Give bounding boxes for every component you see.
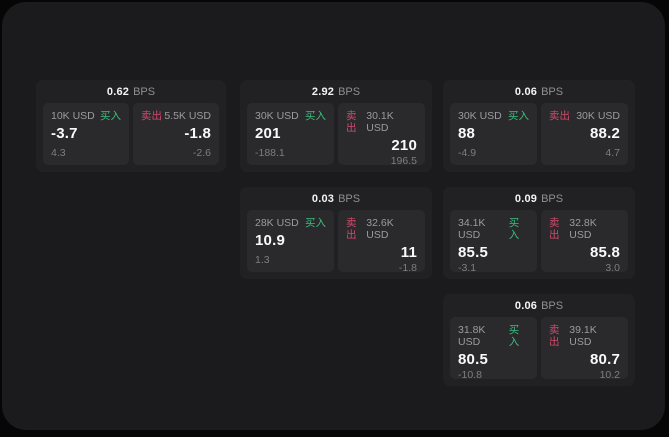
sell-badge: 卖出 [549,110,570,122]
bps-value: 0.62 [106,85,130,98]
sell-value: 80.7 [590,351,620,368]
buy-badge: 买入 [508,217,520,241]
bps-value: 2.92 [311,85,335,98]
sell-subvalue: 3.0 [605,262,620,274]
sell-panel[interactable]: 卖出 30K USD 88.2 4.7 [541,103,628,165]
quote-body: 10K USD 买入 -3.7 4.3 卖出 5.5K USD -1.8 -2.… [36,103,226,165]
sell-badge: 卖出 [549,217,560,241]
quote-body: 28K USD 买入 10.9 1.3 卖出 32.6K USD 11 -1.8 [240,210,432,274]
bps-label: BPS [133,85,156,98]
buy-badge: 买入 [508,110,529,122]
buy-value: 10.9 [255,232,285,249]
bps-header: 0.06 BPS [443,80,635,103]
buy-amount: 10K USD [51,110,95,122]
quote-card-6[interactable]: 0.06 BPS 31.8K USD 买入 80.5 -10.8 卖出 39.1… [443,294,635,386]
quote-card-4[interactable]: 0.03 BPS 28K USD 买入 10.9 1.3 卖出 32.6K US… [240,187,432,279]
bps-label: BPS [541,192,564,205]
bps-value: 0.03 [311,192,335,205]
buy-panel[interactable]: 30K USD 买入 201 -188.1 [247,103,334,165]
buy-panel[interactable]: 30K USD 买入 88 -4.9 [450,103,537,165]
buy-amount: 30K USD [255,110,299,122]
sell-value: -1.8 [184,125,211,142]
sell-value: 88.2 [590,125,620,142]
sell-badge: 卖出 [346,217,357,241]
buy-panel[interactable]: 31.8K USD 买入 80.5 -10.8 [450,317,537,381]
quote-body: 30K USD 买入 88 -4.9 卖出 30K USD 88.2 4.7 [443,103,635,165]
buy-subvalue: -188.1 [255,147,285,159]
sell-panel[interactable]: 卖出 32.8K USD 85.8 3.0 [541,210,628,274]
bps-value: 0.06 [514,85,538,98]
buy-subvalue: 1.3 [255,254,270,266]
buy-subvalue: -4.9 [458,147,477,159]
buy-subvalue: -3.1 [458,262,477,274]
buy-amount: 28K USD [255,217,299,229]
sell-panel[interactable]: 卖出 39.1K USD 80.7 10.2 [541,317,628,381]
sell-subvalue: 10.2 [599,369,620,381]
buy-value: 85.5 [458,244,488,261]
sell-amount: 30K USD [576,110,620,122]
bps-value: 0.09 [514,192,538,205]
quote-card-5[interactable]: 0.09 BPS 34.1K USD 买入 85.5 -3.1 卖出 32.8K… [443,187,635,279]
buy-badge: 买入 [305,110,326,122]
sell-amount: 32.6K USD [366,217,394,241]
buy-amount: 34.1K USD [458,217,486,241]
sell-badge: 卖出 [141,110,162,122]
quote-body: 31.8K USD 买入 80.5 -10.8 卖出 39.1K USD 80.… [443,317,635,381]
sell-amount: 30.1K USD [366,110,394,134]
buy-amount: 31.8K USD [458,324,486,348]
quote-card-3[interactable]: 0.06 BPS 30K USD 买入 88 -4.9 卖出 30K USD 8… [443,80,635,172]
bps-header: 0.62 BPS [36,80,226,103]
buy-value: 201 [255,125,281,142]
quote-body: 30K USD 买入 201 -188.1 卖出 30.1K USD 210 1… [240,103,432,167]
sell-amount: 5.5K USD [164,110,211,122]
bps-header: 0.06 BPS [443,294,635,317]
sell-value: 85.8 [590,244,620,261]
bps-label: BPS [541,299,564,312]
quote-body: 34.1K USD 买入 85.5 -3.1 卖出 32.8K USD 85.8… [443,210,635,274]
sell-subvalue: 4.7 [605,147,620,159]
bps-header: 2.92 BPS [240,80,432,103]
sell-panel[interactable]: 卖出 5.5K USD -1.8 -2.6 [133,103,219,165]
sell-panel[interactable]: 卖出 32.6K USD 11 -1.8 [338,210,425,274]
bps-header: 0.09 BPS [443,187,635,210]
quote-card-1[interactable]: 0.62 BPS 10K USD 买入 -3.7 4.3 卖出 5.5K USD… [36,80,226,172]
sell-amount: 32.8K USD [569,217,597,241]
buy-amount: 30K USD [458,110,502,122]
buy-subvalue: 4.3 [51,147,66,159]
buy-badge: 买入 [305,217,326,229]
sell-value: 11 [400,244,417,261]
bps-header: 0.03 BPS [240,187,432,210]
buy-value: 88 [458,125,476,142]
buy-panel[interactable]: 34.1K USD 买入 85.5 -3.1 [450,210,537,274]
bps-value: 0.06 [514,299,538,312]
bps-label: BPS [338,192,361,205]
sell-badge: 卖出 [346,110,357,134]
bps-label: BPS [541,85,564,98]
sell-subvalue: 196.5 [390,155,417,167]
bps-label: BPS [338,85,361,98]
buy-value: 80.5 [458,351,488,368]
sell-amount: 39.1K USD [569,324,597,348]
sell-panel[interactable]: 卖出 30.1K USD 210 196.5 [338,103,425,167]
sell-subvalue: -1.8 [398,262,417,274]
buy-subvalue: -10.8 [458,369,482,381]
buy-badge: 买入 [100,110,121,122]
buy-panel[interactable]: 28K USD 买入 10.9 1.3 [247,210,334,272]
buy-badge: 买入 [508,324,520,348]
buy-panel[interactable]: 10K USD 买入 -3.7 4.3 [43,103,129,165]
sell-badge: 卖出 [549,324,560,348]
sell-value: 210 [391,137,417,154]
quote-card-2[interactable]: 2.92 BPS 30K USD 买入 201 -188.1 卖出 30.1K … [240,80,432,172]
sell-subvalue: -2.6 [192,147,211,159]
buy-value: -3.7 [51,125,78,142]
